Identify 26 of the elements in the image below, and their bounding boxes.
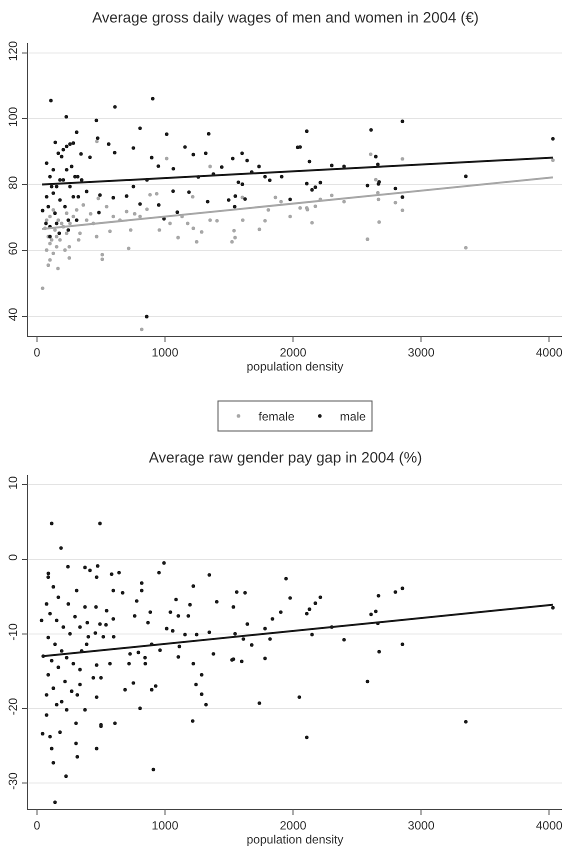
y-tick-label: 120 (6, 40, 20, 62)
y-tick-label: -10 (6, 623, 20, 641)
y-tick-label: 60 (6, 242, 20, 256)
x-tick-label: 1000 (152, 818, 179, 832)
x-tick-label: 0 (34, 345, 41, 360)
legend-label: male (340, 410, 366, 424)
x-tick-label: 0 (34, 818, 41, 832)
x-axis-title: population density (246, 359, 344, 374)
x-tick-label: 4000 (536, 818, 563, 832)
y-tick-label: -30 (6, 772, 20, 790)
y-tick-label: 100 (6, 106, 20, 127)
y-tick-label: 10 (6, 476, 20, 490)
x-tick-label: 2000 (280, 818, 307, 832)
legend-label: female (258, 410, 295, 424)
x-tick-label: 2000 (280, 345, 307, 360)
y-tick-label: 80 (6, 176, 20, 190)
y-tick-label: 40 (6, 307, 20, 322)
x-tick-label: 3000 (408, 345, 435, 360)
x-tick-label: 1000 (152, 345, 179, 360)
y-tick-label: 0 (6, 554, 20, 561)
chart-title: Average gross daily wages of men and women in 2004 (€) (92, 10, 479, 26)
x-axis-title: population density (246, 832, 344, 846)
x-tick-label: 3000 (408, 818, 435, 832)
y-tick-label: -20 (6, 698, 20, 716)
chart-title: Average raw gender pay gap in 2004 (%) (148, 450, 422, 466)
x-tick-label: 4000 (536, 345, 563, 360)
